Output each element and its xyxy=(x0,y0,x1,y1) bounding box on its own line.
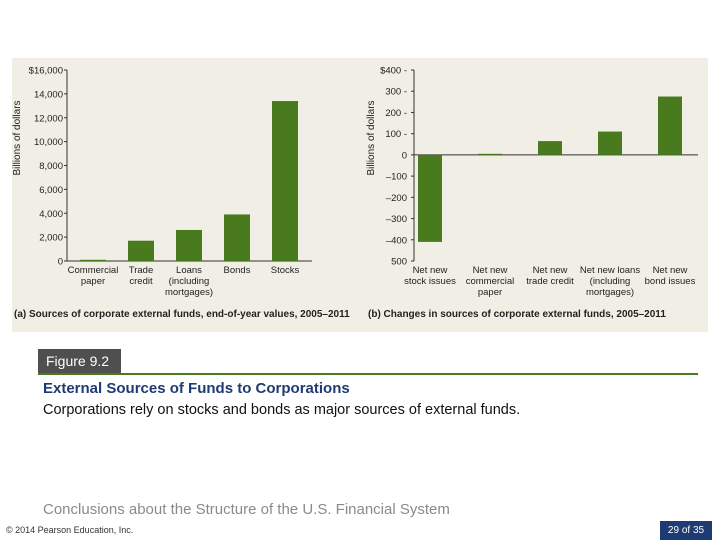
chart-a-y-tick-label: 6,000 xyxy=(39,185,63,196)
chart-b-y-tick-label: –100 xyxy=(386,172,407,183)
chart-b-caption: (b) Changes in sources of corporate exte… xyxy=(368,309,666,320)
chart-b-category-label: stock issues xyxy=(404,276,456,287)
chart-b-category-label: paper xyxy=(478,287,502,298)
chart-b-y-tick-label: 300 - xyxy=(385,87,407,98)
figure-charts: 0 2,000 4,000 6,000 8,000 10,000 12,000 14,000 $… xyxy=(12,66,698,320)
chart-a-y-tick-label: $16,000 xyxy=(29,66,63,77)
chart-b-y-tick-label: –300 xyxy=(386,214,407,225)
chart-b-y-tick-label: 500 xyxy=(391,257,407,268)
chart-a-category-label: (including xyxy=(169,276,210,287)
chart-b-y-tick-label: 0 xyxy=(402,150,407,161)
figure-title: External Sources of Funds to Corporation… xyxy=(43,380,350,397)
chart-b-y-tick-label: 200 - xyxy=(385,108,407,119)
chart-a-y-tick-label: 2,000 xyxy=(39,233,63,244)
chart-a-y-tick-label: 0 xyxy=(58,257,63,268)
chart-b-category-label: Net new loans xyxy=(580,265,640,276)
chart-a-category-label: Loans xyxy=(176,265,202,276)
chart-b-bar xyxy=(478,153,502,155)
chart-b-category-label: mortgages) xyxy=(586,287,634,298)
chart-a-caption: (a) Sources of corporate external funds,… xyxy=(14,309,350,320)
chart-a-category-label: credit xyxy=(129,276,153,287)
chart-a-category-label: Trade xyxy=(129,265,153,276)
chart-b-bar xyxy=(658,96,682,155)
chart-a-category-label: mortgages) xyxy=(165,287,213,298)
chart-a-y-tick-label: 8,000 xyxy=(39,161,63,172)
chart-a-y-tick-label: 14,000 xyxy=(34,89,63,100)
chart-b-category-label: (including xyxy=(590,276,631,287)
chart-a-category-label: Bonds xyxy=(224,265,251,276)
figure-divider xyxy=(38,373,698,375)
chart-a-y-tick-label: 4,000 xyxy=(39,209,63,220)
chart-b-bar xyxy=(418,154,442,242)
chart-b-y-tick-label: 100 - xyxy=(385,129,407,140)
chart-b-y-axis-title: Billions of dollars xyxy=(366,100,377,175)
chart-b-y-tick-label: –200 xyxy=(386,193,407,204)
page-number-badge: 29 of 35 xyxy=(660,521,712,540)
chart-b-category-label: trade credit xyxy=(526,276,574,287)
chart-a-bar xyxy=(224,214,250,261)
chart-a-y-tick-label: 12,000 xyxy=(34,113,63,124)
chart-a-category-label: paper xyxy=(81,276,105,287)
chart-a-y-tick-label: 10,000 xyxy=(34,137,63,148)
chart-a-bar xyxy=(272,101,298,261)
chart-b-category-label: Net new xyxy=(653,265,688,276)
chart-b-y-tick-label: $400 - xyxy=(380,66,407,77)
chart-b-category-label: commercial xyxy=(466,276,515,287)
chart-b-category-label: bond issues xyxy=(645,276,696,287)
chart-b-y-tick-label: –400 xyxy=(386,235,407,246)
chart-a-category-label: Commercial xyxy=(68,265,119,276)
chart-a-bar xyxy=(80,259,106,261)
chart-b-bar xyxy=(538,141,562,155)
chart-a-category-label: Stocks xyxy=(271,265,300,276)
figure-panel: 0 2,000 4,000 6,000 8,000 10,000 12,000 14,000 $… xyxy=(12,58,708,332)
figure-label: Figure 9.2 xyxy=(38,349,122,373)
chart-a-bar xyxy=(128,240,154,261)
section-footer-title: Conclusions about the Structure of the U… xyxy=(43,501,450,518)
figure-caption: Corporations rely on stocks and bonds as… xyxy=(43,402,521,418)
chart-a-bar xyxy=(176,229,202,261)
chart-a-y-axis-title: Billions of dollars xyxy=(12,100,23,175)
chart-b-category-label: Net new xyxy=(473,265,508,276)
chart-b-category-label: Net new xyxy=(413,265,448,276)
chart-b-category-label: Net new xyxy=(533,265,568,276)
chart-b-bar xyxy=(598,131,622,155)
copyright-notice: © 2014 Pearson Education, Inc. xyxy=(6,525,134,535)
